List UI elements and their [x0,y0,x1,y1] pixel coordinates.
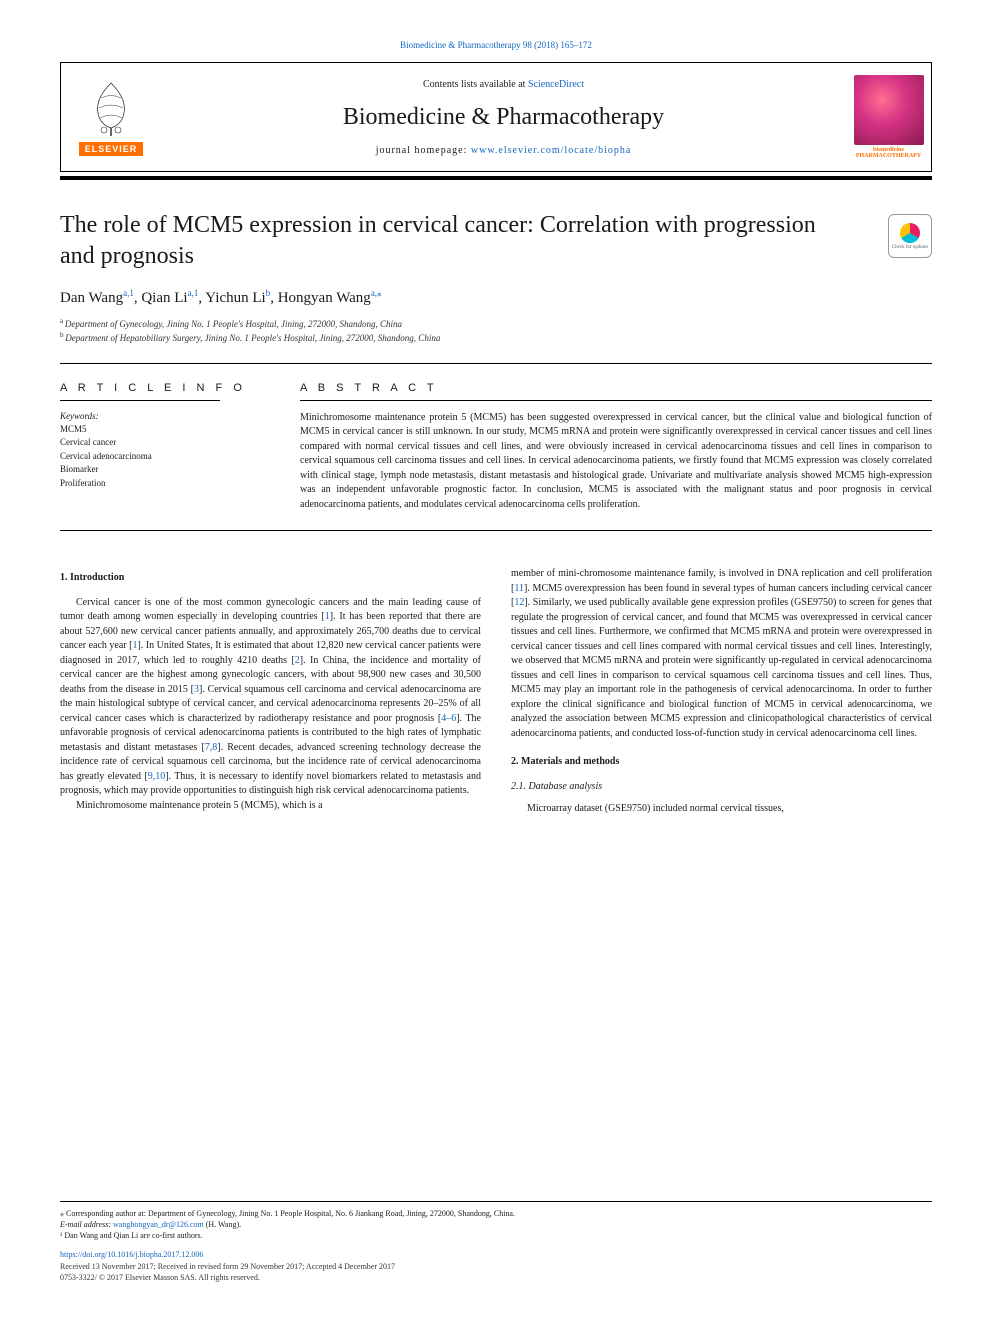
citation-ref[interactable]: 1 [132,640,137,651]
copyright: 0753-3322/ © 2017 Elsevier Masson SAS. A… [60,1272,932,1283]
keyword: MCM5 [60,423,260,437]
journal-cover: biomedicine PHARMACOTHERAPY [846,63,931,171]
section-1-heading: 1. Introduction [60,571,481,586]
affiliations: a Department of Gynecology, Jining No. 1… [60,317,932,344]
article-info-heading: A R T I C L E I N F O [60,382,260,394]
journal-header: ELSEVIER Contents lists available at Sci… [60,62,932,172]
author-sup: a,1 [188,288,199,298]
citation-header: Biomedicine & Pharmacotherapy 98 (2018) … [60,40,932,50]
article-title: The role of MCM5 expression in cervical … [60,210,932,272]
email-line: E-mail address: wanghongyan_dr@126.com (… [60,1219,932,1230]
author-name: Dan Wang [60,290,123,306]
author-name: Yichun Li [205,290,265,306]
cover-line2: PHARMACOTHERAPY [856,153,921,159]
author-name: Hongyan Wang [278,290,371,306]
citation-ref[interactable]: 4–6 [441,713,456,724]
elsevier-logo: ELSEVIER [61,63,161,171]
cofirst-note: ¹ Dan Wang and Qian Li are co-first auth… [60,1230,932,1241]
citation-ref[interactable]: 11 [514,583,524,594]
elsevier-tree-icon [86,78,136,138]
author-sup: b [266,288,271,298]
abstract-text: Minichromosome maintenance protein 5 (MC… [300,411,932,513]
abstract-rule [300,400,932,401]
section-2-1-heading: 2.1. Database analysis [511,780,932,795]
keywords-list: MCM5Cervical cancerCervical adenocarcino… [60,423,260,491]
keyword: Cervical cancer [60,436,260,450]
check-updates-label: Check for updates [892,245,928,250]
contents-available: Contents lists available at ScienceDirec… [161,79,846,90]
elsevier-badge: ELSEVIER [79,142,144,156]
citation-ref[interactable]: 2 [295,655,300,666]
citation-ref[interactable]: 1 [325,611,330,622]
corresponding-author: ⁎ Corresponding author at: Department of… [60,1208,932,1219]
author-sup: a,1 [123,288,134,298]
keyword: Proliferation [60,477,260,491]
keywords-label: Keywords: [60,411,260,421]
column-left: 1. Introduction Cervical cancer is one o… [60,567,481,817]
page-footer: ⁎ Corresponding author at: Department of… [60,1201,932,1283]
journal-title: Biomedicine & Pharmacotherapy [161,104,846,131]
affiliation-line: b Department of Hepatobiliary Surgery, J… [60,331,932,345]
crossmark-icon [900,223,920,243]
affiliation-text: Department of Hepatobiliary Surgery, Jin… [65,333,440,343]
article-header: Check for updates The role of MCM5 expre… [60,210,932,345]
intro-para-2: Minichromosome maintenance protein 5 (MC… [60,799,481,814]
citation-ref[interactable]: 9,10 [148,771,166,782]
article-info: A R T I C L E I N F O Keywords: MCM5Cerv… [60,382,260,513]
homepage-prefix: journal homepage: [376,145,471,156]
contents-prefix: Contents lists available at [423,79,528,90]
citation-ref[interactable]: 12 [514,597,524,608]
check-updates-badge[interactable]: Check for updates [888,214,932,258]
intro-para-2-cont: member of mini-chromosome maintenance fa… [511,567,932,741]
abstract: A B S T R A C T Minichromosome maintenan… [300,382,932,513]
body-columns: 1. Introduction Cervical cancer is one o… [60,567,932,817]
methods-para-1: Microarray dataset (GSE9750) included no… [511,802,932,817]
intro-para-1: Cervical cancer is one of the most commo… [60,596,481,799]
section-2-heading: 2. Materials and methods [511,755,932,770]
info-rule [60,400,220,401]
abstract-heading: A B S T R A C T [300,382,932,394]
header-rule [60,176,932,180]
email-link[interactable]: wanghongyan_dr@126.com [113,1220,204,1229]
author-name: Qian Li [141,290,187,306]
info-abstract-row: A R T I C L E I N F O Keywords: MCM5Cerv… [60,363,932,532]
received-dates: Received 13 November 2017; Received in r… [60,1261,932,1272]
doi-link[interactable]: https://doi.org/10.1016/j.biopha.2017.12… [60,1249,932,1260]
citation-ref[interactable]: 3 [194,684,199,695]
affiliation-line: a Department of Gynecology, Jining No. 1… [60,317,932,331]
affiliation-text: Department of Gynecology, Jining No. 1 P… [65,319,402,329]
email-suffix: (H. Wang). [204,1220,241,1229]
sciencedirect-link[interactable]: ScienceDirect [528,79,584,90]
homepage-link[interactable]: www.elsevier.com/locate/biopha [471,145,631,156]
email-label: E-mail address: [60,1220,113,1229]
header-center: Contents lists available at ScienceDirec… [161,79,846,156]
column-right: member of mini-chromosome maintenance fa… [511,567,932,817]
citation-ref[interactable]: 7,8 [205,742,218,753]
cover-image [854,75,924,145]
keyword: Cervical adenocarcinoma [60,450,260,464]
keyword: Biomarker [60,463,260,477]
authors-line: Dan Wanga,1, Qian Lia,1, Yichun Lib, Hon… [60,288,932,307]
cover-caption: biomedicine PHARMACOTHERAPY [856,147,921,159]
author-sup: a,⁎ [371,288,382,298]
homepage-line: journal homepage: www.elsevier.com/locat… [161,145,846,156]
